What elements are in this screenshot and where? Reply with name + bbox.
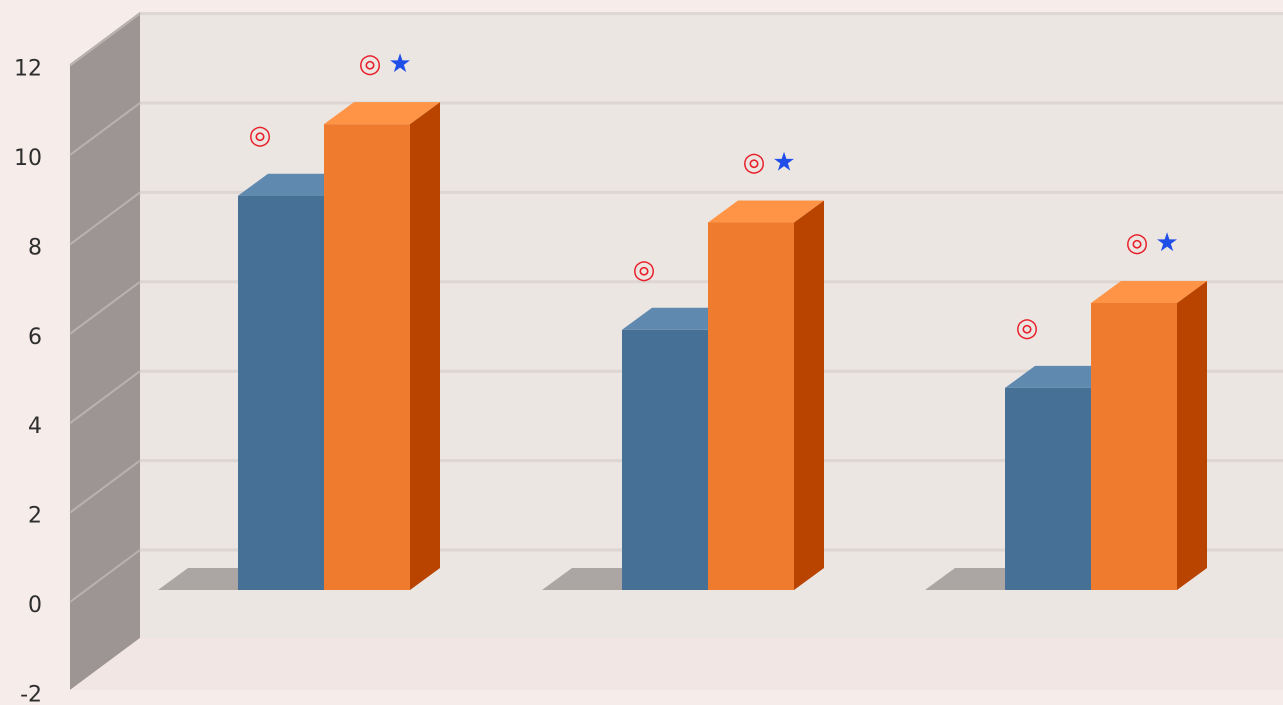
gridline-side-3: [69, 280, 141, 335]
bar-side-1-1: [794, 200, 824, 590]
annotation-3-symbol-0: ◎: [743, 148, 766, 178]
y-tick-label-4: 4: [28, 414, 42, 439]
gridline-side-5: [69, 459, 141, 514]
bar-shadow-1: [542, 568, 622, 590]
gridline-side-4: [69, 370, 141, 425]
bar-front-2-1: [1091, 302, 1177, 590]
gridline-side-0: [69, 12, 141, 67]
y-tick-label-5: 2: [28, 504, 42, 529]
annotation-0-symbol-0: ◎: [249, 121, 272, 151]
gridline-side-1: [69, 102, 141, 156]
bar-1-1: [708, 200, 824, 590]
y-tick-label-7: -2: [20, 682, 42, 705]
side-wall: [70, 12, 140, 690]
bar-front-0-1: [324, 124, 410, 591]
bar-shadow-2: [925, 568, 1005, 590]
annotation-5-symbol-0: ◎: [1126, 228, 1149, 258]
bar-2-1: [1091, 280, 1207, 590]
bars: [158, 102, 1207, 591]
bar-shadow-0: [158, 568, 238, 590]
y-tick-label-0: 12: [14, 57, 42, 82]
bar-0-1: [324, 102, 440, 591]
annotation-1-symbol-0: ◎: [359, 49, 382, 79]
gridline-side-6: [69, 549, 141, 603]
floor: [70, 638, 1283, 690]
bar-top-2-1: [1091, 280, 1207, 303]
bar-top-1-1: [708, 200, 824, 223]
y-tick-label-6: 0: [28, 593, 42, 618]
annotation-4-symbol-0: ◎: [1016, 313, 1039, 343]
bar-front-1-0: [622, 329, 708, 590]
bar-side-0-1: [410, 102, 440, 591]
y-tick-label-3: 6: [28, 325, 42, 350]
bar-top-0-1: [324, 102, 440, 125]
bar-side-2-1: [1177, 280, 1207, 590]
y-tick-label-1: 10: [14, 146, 42, 171]
annotation-2-symbol-0: ◎: [633, 255, 656, 285]
bar-front-2-0: [1005, 387, 1091, 590]
annotations: ◎◎ ★◎◎ ★◎◎ ★: [249, 49, 1179, 343]
annotation-3-symbol-1: ★: [772, 148, 795, 178]
gridline-side-2: [69, 191, 141, 246]
y-axis-tick-labels: 12 10 8 6 4 2 0 -2: [14, 57, 42, 705]
annotation-1-symbol-1: ★: [388, 49, 411, 79]
bar-front-1-1: [708, 222, 794, 590]
bar-front-0-0: [238, 195, 324, 590]
annotation-5-symbol-1: ★: [1155, 228, 1178, 258]
y-tick-label-2: 8: [28, 235, 42, 260]
